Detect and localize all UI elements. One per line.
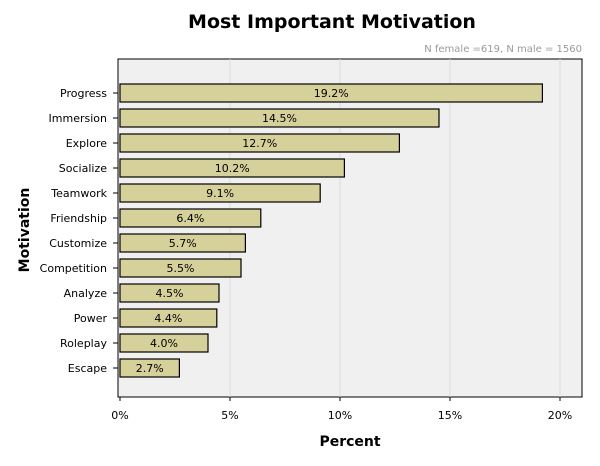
bar-value-label: 6.4% <box>176 212 204 225</box>
y-tick-label: Analyze <box>64 287 108 300</box>
y-tick-label: Customize <box>49 237 107 250</box>
bar-value-label: 9.1% <box>206 187 234 200</box>
bar-value-label: 10.2% <box>215 162 250 175</box>
bar <box>119 133 400 153</box>
x-axis: 0% 5% 10% 15% 20% <box>111 397 572 422</box>
bar-value-label: 2.7% <box>136 362 164 375</box>
y-tick-label: Power <box>74 312 108 325</box>
y-tick-label: Socialize <box>59 162 107 175</box>
y-tick-label: Progress <box>60 87 107 100</box>
bar-value-label: 19.2% <box>314 87 349 100</box>
bar <box>119 83 543 103</box>
bar <box>119 283 220 303</box>
y-tick-label: Explore <box>66 137 108 150</box>
y-tick-label: Teamwork <box>50 187 107 200</box>
bars <box>119 83 543 378</box>
y-axis-title: Motivation <box>17 188 33 273</box>
chart-subtitle: N female =619, N male = 1560 <box>424 44 582 55</box>
bar <box>119 108 440 128</box>
y-tick-label: Immersion <box>49 112 107 125</box>
bar-value-labels: 19.2% 14.5% 12.7% 10.2% 9.1%6.4% 5.7% 5.5% 4.5%… <box>136 87 349 375</box>
bar-value-label: 4.0% <box>150 337 178 350</box>
y-tick-label: Competition <box>40 262 107 275</box>
bar <box>119 358 181 378</box>
bar <box>119 258 242 278</box>
bar-value-label: 12.7% <box>242 137 277 150</box>
y-axis: Progress Immersion Explore Socialize Teamwor… <box>40 87 118 375</box>
bar <box>119 183 321 203</box>
x-tick-label: 0% <box>111 409 128 422</box>
x-tick-label: 15% <box>438 409 462 422</box>
y-tick-label: Roleplay <box>60 337 107 350</box>
x-tick-label: 5% <box>221 409 238 422</box>
bar <box>119 308 218 328</box>
bar <box>119 333 209 353</box>
x-tick-label: 20% <box>548 409 572 422</box>
bar-value-label: 5.7% <box>169 237 197 250</box>
y-tick-label: Escape <box>68 362 107 375</box>
bar <box>119 233 247 253</box>
x-axis-title: Percent <box>319 434 380 450</box>
bar-value-label: 14.5% <box>262 112 297 125</box>
x-tick-label: 10% <box>328 409 352 422</box>
bar <box>119 208 262 228</box>
bar <box>119 158 345 178</box>
bar-value-label: 4.5% <box>156 287 184 300</box>
bar-value-label: 5.5% <box>167 262 195 275</box>
y-tick-label: Friendship <box>50 212 107 225</box>
bar-value-label: 4.4% <box>154 312 182 325</box>
chart-title: Most Important Motivation <box>188 11 476 33</box>
